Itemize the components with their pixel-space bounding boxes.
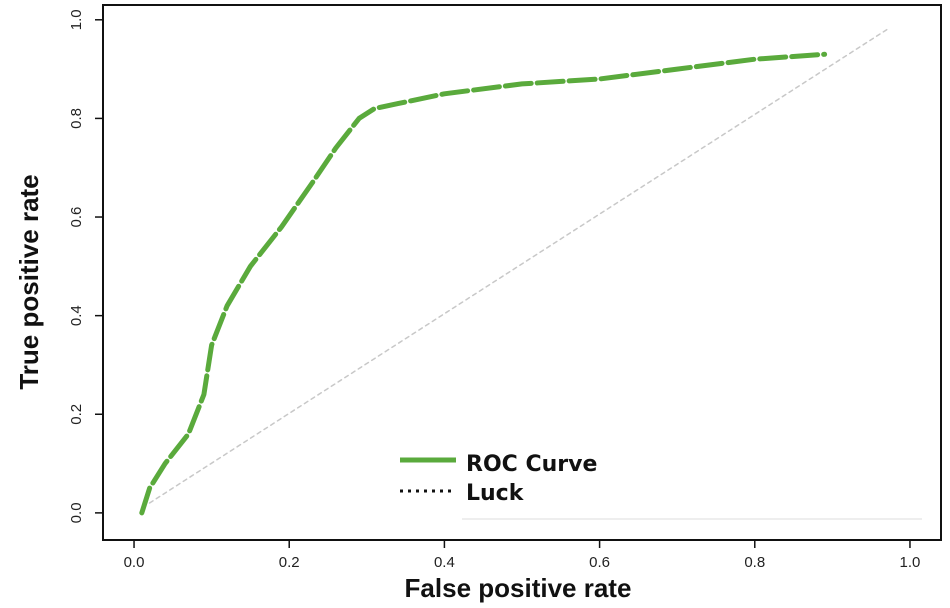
y-tick-label: 0.0 <box>68 502 85 523</box>
legend-luck-label: Luck <box>466 481 525 506</box>
data-point <box>148 501 152 505</box>
data-point <box>753 57 757 61</box>
data-point <box>210 343 214 347</box>
data-point <box>279 225 283 229</box>
x-tick-label: 0.8 <box>744 554 765 571</box>
data-point <box>520 82 524 86</box>
data-point <box>140 511 144 515</box>
y-tick-label: 0.2 <box>68 404 85 425</box>
data-point <box>442 92 446 96</box>
y-tick-label: 1.0 <box>68 9 85 30</box>
y-axis-title: True positive rate <box>14 174 44 389</box>
data-point <box>373 107 377 111</box>
x-axis-title: False positive rate <box>405 573 632 603</box>
data-point <box>225 304 229 308</box>
data-point <box>334 146 338 150</box>
data-point <box>202 393 206 397</box>
plot-frame <box>102 4 942 541</box>
data-point <box>186 432 190 436</box>
legend-roc-label: ROC Curve <box>466 452 597 477</box>
data-point <box>675 67 679 71</box>
x-tick-label: 0.4 <box>434 554 455 571</box>
data-point <box>885 28 889 32</box>
data-point <box>823 52 827 56</box>
x-tick-label: 0.2 <box>279 554 300 571</box>
y-tick-label: 0.4 <box>68 305 85 326</box>
y-tick-label: 0.8 <box>68 108 85 129</box>
data-point <box>163 462 167 466</box>
y-tick-label: 0.6 <box>68 207 85 228</box>
legend: ROC Curve Luck <box>400 452 597 506</box>
data-point <box>357 116 361 120</box>
x-tick-label: 0.6 <box>589 554 610 571</box>
data-point <box>148 486 152 490</box>
data-point <box>396 102 400 106</box>
roc-curve-line <box>139 51 828 516</box>
luck-line <box>148 28 888 504</box>
x-tick-label: 1.0 <box>900 554 921 571</box>
data-point <box>248 264 252 268</box>
x-tick-label: 0.0 <box>124 554 145 571</box>
data-point <box>598 77 602 81</box>
data-point <box>311 181 315 185</box>
